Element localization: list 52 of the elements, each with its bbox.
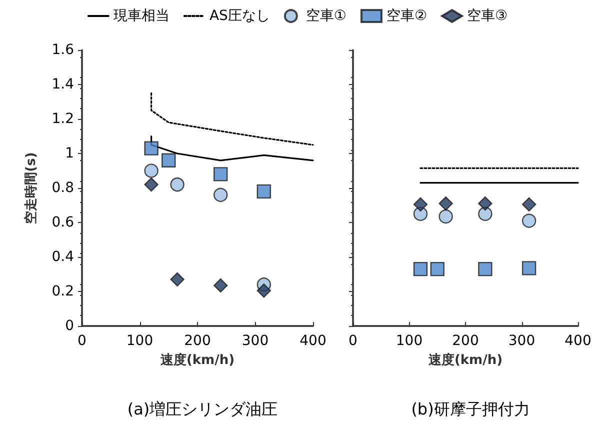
x-tick-label: 300 [508,333,536,349]
x-tick-label: 200 [184,333,211,349]
y-tick-label: 0.8 [52,180,74,196]
legend-label: AS圧なし [209,8,270,24]
legend-label: 空車③ [467,8,508,24]
x-tick-label: 400 [564,333,592,349]
point [170,177,184,192]
point [478,196,492,211]
point [256,184,272,199]
point [214,278,228,293]
y-tick-label: 0 [65,318,74,334]
point [522,197,536,212]
point [144,177,158,192]
text: (a)増圧シリンダ油圧 [127,400,278,418]
y-tick-label: 1.2 [52,111,74,127]
point [144,141,158,156]
point [522,261,536,276]
y-axis-title: 空走時間(s) [23,152,39,224]
y-tick-label: 1 [65,146,74,162]
x-axis-title: 速度(km/h) [428,352,503,368]
x-tick-label: 200 [452,333,479,349]
x-tick-label: 0 [348,333,358,349]
y-tick-label: 0.4 [52,249,74,265]
point [214,167,228,182]
y-tick-label: 1.6 [52,42,74,58]
point [413,197,428,212]
y-tick-label: 0.6 [52,214,74,230]
point [478,262,492,276]
legend-label: 現車相当 [113,8,170,24]
y-tick-label: 1.4 [52,76,74,92]
point [478,206,492,221]
point [522,214,536,228]
x-tick-label: 100 [396,333,423,349]
x-axis-title: 速度(km/h) [160,352,235,368]
point [256,284,272,298]
x-tick-label: 300 [242,333,269,349]
point [438,196,453,211]
line-series [150,92,314,146]
point [438,209,453,224]
x-tick-label: 100 [126,333,154,349]
text: (b)研摩子押付力 [411,400,530,418]
legend-label: 空車② [386,8,428,24]
x-tick-label: 0 [78,333,86,349]
point [413,262,428,276]
point [214,188,228,202]
point [170,272,184,287]
point [144,164,158,178]
point [162,153,176,168]
x-tick-label: 400 [300,333,326,349]
legend-label: 空車① [306,8,346,24]
y-tick-label: 0.2 [52,284,74,300]
point [430,262,444,276]
